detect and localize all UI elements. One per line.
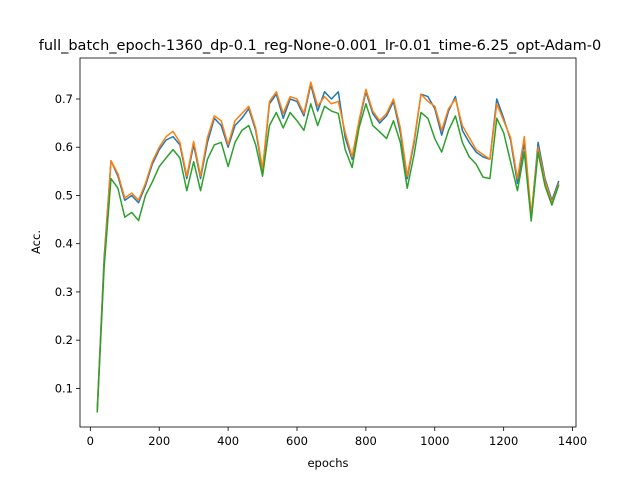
- series-layer: [96, 81, 560, 413]
- plot-frame: [79, 57, 577, 428]
- x-axis: 0 200 400 600 800 1000 1200 1400: [87, 427, 587, 448]
- y-tick-label: 0.2: [55, 333, 73, 347]
- y-tick-label: 0.1: [55, 381, 73, 395]
- series-line-2: [96, 81, 560, 411]
- y-axis-label: Acc.: [29, 230, 43, 254]
- x-tick-label: 1200: [489, 434, 518, 448]
- x-tick-label: 600: [286, 434, 308, 448]
- y-tick-label: 0.7: [55, 92, 73, 106]
- y-tick-label: 0.3: [55, 285, 73, 299]
- x-tick-label: 200: [148, 434, 170, 448]
- x-tick-label: 0: [87, 434, 94, 448]
- y-tick-label: 0.6: [55, 140, 73, 154]
- x-axis-label: epochs: [307, 456, 348, 470]
- x-tick-label: 1400: [558, 434, 587, 448]
- x-tick-label: 1000: [420, 434, 449, 448]
- chart-title: full_batch_epoch-1360_dp-0.1_reg-None-0.…: [39, 38, 601, 54]
- y-tick-label: 0.4: [55, 237, 73, 251]
- series-line-1: [96, 83, 560, 411]
- y-tick-label: 0.5: [55, 188, 73, 202]
- x-tick-label: 800: [355, 434, 377, 448]
- series-line-3: [96, 103, 560, 413]
- y-axis: 0.1 0.2 0.3 0.4 0.5 0.6 0.7: [55, 92, 80, 395]
- x-tick-label: 400: [217, 434, 239, 448]
